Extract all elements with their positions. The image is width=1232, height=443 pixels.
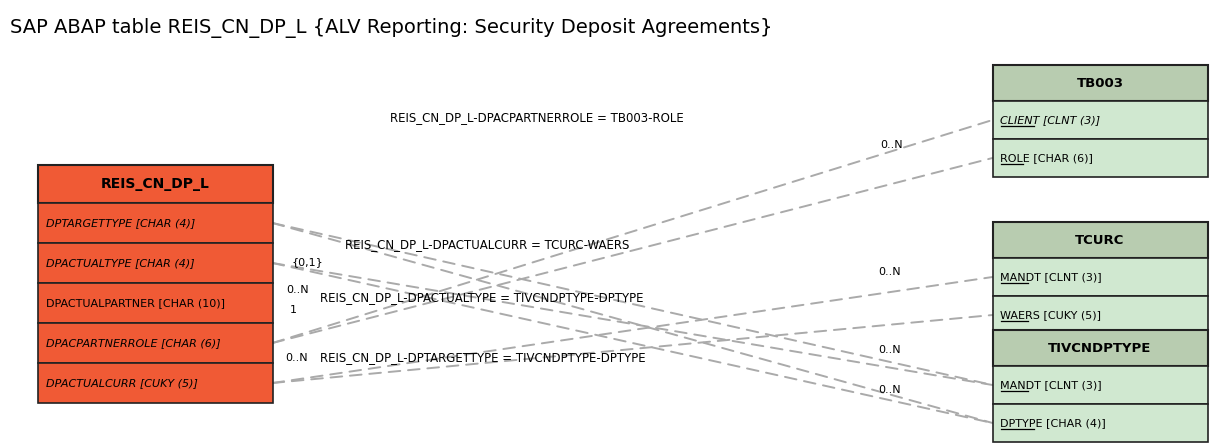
Text: ROLE [CHAR (6)]: ROLE [CHAR (6)] [1000,153,1093,163]
Text: DPTARGETTYPE [CHAR (4)]: DPTARGETTYPE [CHAR (4)] [46,218,195,228]
Bar [37,243,272,283]
Bar [993,139,1207,177]
Bar [993,222,1207,258]
Text: REIS_CN_DP_L-DPACTUALCURR = TCURC-WAERS: REIS_CN_DP_L-DPACTUALCURR = TCURC-WAERS [345,238,630,252]
Text: 0..N: 0..N [878,345,901,355]
Text: 0..N: 0..N [878,385,901,395]
Text: TIVCNDPTYPE: TIVCNDPTYPE [1048,342,1152,354]
Text: SAP ABAP table REIS_CN_DP_L {ALV Reporting: Security Deposit Agreements}: SAP ABAP table REIS_CN_DP_L {ALV Reporti… [10,18,772,38]
Text: {0,1}: {0,1} [292,257,324,267]
Text: 0..N: 0..N [285,353,308,363]
Text: DPTYPE [CHAR (4)]: DPTYPE [CHAR (4)] [1000,418,1106,428]
Text: WAERS [CUKY (5)]: WAERS [CUKY (5)] [1000,310,1101,320]
Bar [993,404,1207,442]
Text: MANDT [CLNT (3)]: MANDT [CLNT (3)] [1000,380,1103,390]
Text: CLIENT [CLNT (3)]: CLIENT [CLNT (3)] [1000,115,1100,125]
Text: 0..N: 0..N [286,285,309,295]
Text: 1: 1 [290,305,297,315]
Bar [993,258,1207,296]
Text: REIS_CN_DP_L: REIS_CN_DP_L [101,177,209,191]
Text: MANDT [CLNT (3)]: MANDT [CLNT (3)] [1000,272,1103,282]
Text: TB003: TB003 [1077,77,1124,89]
Text: DPACTUALPARTNER [CHAR (10)]: DPACTUALPARTNER [CHAR (10)] [46,298,224,308]
Text: REIS_CN_DP_L-DPACTUALTYPE = TIVCNDPTYPE-DPTYPE: REIS_CN_DP_L-DPACTUALTYPE = TIVCNDPTYPE-… [320,291,643,304]
Bar [993,330,1207,366]
Text: DPACPARTNERROLE [CHAR (6)]: DPACPARTNERROLE [CHAR (6)] [46,338,221,348]
Bar [993,101,1207,139]
Bar [993,65,1207,101]
Bar [37,363,272,403]
Bar [37,203,272,243]
Text: REIS_CN_DP_L-DPTARGETTYPE = TIVCNDPTYPE-DPTYPE: REIS_CN_DP_L-DPTARGETTYPE = TIVCNDPTYPE-… [320,351,646,365]
Text: DPACTUALCURR [CUKY (5)]: DPACTUALCURR [CUKY (5)] [46,378,197,388]
Bar [993,296,1207,334]
Text: TCURC: TCURC [1076,233,1125,246]
Text: REIS_CN_DP_L-DPACPARTNERROLE = TB003-ROLE: REIS_CN_DP_L-DPACPARTNERROLE = TB003-ROL… [391,112,684,124]
Text: 0..N: 0..N [880,140,903,150]
Bar [37,283,272,323]
Bar [37,165,272,203]
Text: 0..N: 0..N [878,267,901,277]
Bar [993,366,1207,404]
Bar [37,323,272,363]
Text: DPACTUALTYPE [CHAR (4)]: DPACTUALTYPE [CHAR (4)] [46,258,195,268]
